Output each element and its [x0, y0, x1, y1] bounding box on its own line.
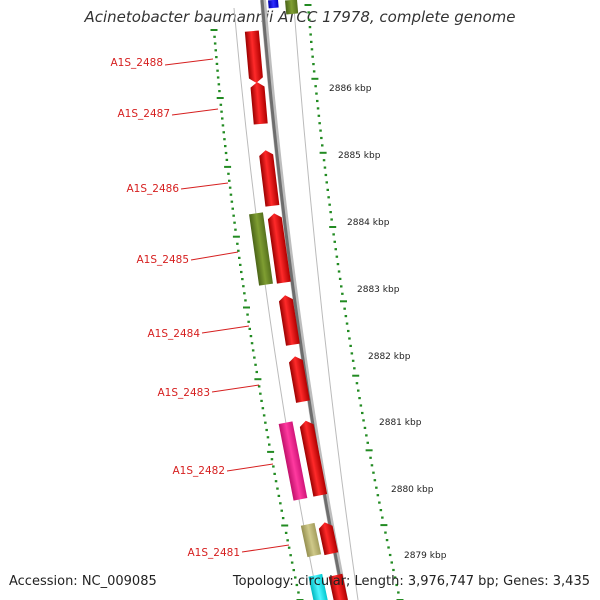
kbp-label: 2884 kbp — [347, 218, 390, 228]
label-leader-line — [180, 182, 229, 190]
gene-a1s-2482-a[interactable] — [278, 421, 308, 501]
backbone-line — [260, 0, 346, 600]
gene-label[interactable]: A1S_2487 — [118, 108, 171, 120]
label-leader-line — [164, 58, 214, 66]
gene-labels: A1S_2488 A1S_2487 A1S_2486 A1S_2485 A1S_… — [111, 57, 290, 559]
gene-shape — [244, 30, 263, 83]
gene-shape — [288, 356, 310, 403]
inner-tick-ring — [210, 29, 304, 600]
label-leader-line — [241, 544, 290, 553]
label-leader-line — [201, 325, 250, 334]
gene-shape — [268, 0, 279, 9]
gene-shape — [249, 212, 273, 286]
gene-shape — [328, 573, 349, 600]
gene-a1s-2487[interactable] — [250, 81, 268, 125]
gene-label[interactable]: A1S_2483 — [158, 387, 211, 399]
gene-a1s-2484[interactable] — [278, 294, 300, 346]
scale-labels: 2886 kbp 2885 kbp 2884 kbp 2883 kbp 2882… — [329, 84, 447, 561]
gene-shape — [300, 522, 322, 558]
accession-text: Accession: NC_009085 — [9, 574, 157, 589]
gene-shape — [267, 213, 291, 284]
map-title: Acinetobacter baumannii ATCC 17978, comp… — [84, 8, 516, 26]
gene-label[interactable]: A1S_2485 — [137, 254, 190, 266]
label-leader-line — [171, 108, 219, 116]
gene-label[interactable]: A1S_2486 — [127, 183, 180, 195]
gene-shape — [308, 573, 329, 600]
gene-shape — [278, 295, 300, 346]
gene-shape — [278, 421, 308, 501]
inner-slot-boundary — [233, 7, 319, 600]
genome-summary-text: Topology: circular; Length: 3,976,747 bp… — [232, 574, 590, 589]
gene-a1s-2485-a[interactable] — [249, 212, 273, 286]
gene-shape — [259, 150, 280, 207]
label-leader-line — [190, 251, 239, 261]
gene-shape — [250, 82, 268, 125]
gene-bottom-red[interactable] — [328, 573, 349, 600]
kbp-label: 2882 kbp — [368, 352, 411, 362]
gene-label[interactable]: A1S_2484 — [148, 328, 201, 340]
gene-top-olive[interactable] — [285, 0, 299, 15]
gene-shape — [299, 420, 328, 497]
gene-bottom-cyan[interactable] — [308, 573, 329, 600]
slot-boundaries — [233, 7, 359, 600]
gene-a1s-2481-a[interactable] — [300, 522, 322, 558]
kbp-label: 2883 kbp — [357, 285, 400, 295]
kbp-label: 2879 kbp — [404, 551, 447, 561]
gene-a1s-2483[interactable] — [288, 355, 310, 403]
label-leader-line — [226, 463, 274, 472]
gene-shape — [318, 522, 339, 556]
kbp-label: 2881 kbp — [379, 418, 422, 428]
gene-label[interactable]: A1S_2482 — [173, 465, 226, 477]
genes — [244, 0, 349, 600]
gene-a1s-2485-b[interactable] — [267, 212, 291, 284]
gene-a1s-2488[interactable] — [244, 30, 263, 83]
gene-a1s-2486[interactable] — [259, 149, 280, 207]
backbone — [260, 0, 348, 600]
gene-a1s-2481-b[interactable] — [318, 521, 339, 556]
gene-shape — [285, 0, 299, 15]
kbp-label: 2885 kbp — [338, 151, 381, 161]
kbp-label: 2886 kbp — [329, 84, 372, 94]
gene-a1s-2482-b[interactable] — [299, 419, 328, 497]
gene-top-blue[interactable] — [268, 0, 279, 9]
outer-tick-ring — [304, 4, 404, 600]
gene-label[interactable]: A1S_2488 — [111, 57, 164, 69]
gene-label[interactable]: A1S_2481 — [188, 547, 241, 559]
kbp-label: 2880 kbp — [391, 485, 434, 495]
label-leader-line — [211, 384, 260, 393]
outer-slot-boundary — [293, 7, 359, 600]
